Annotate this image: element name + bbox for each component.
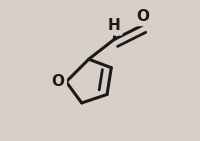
Text: O: O (136, 9, 149, 24)
Text: O: O (136, 9, 149, 24)
Text: O: O (52, 74, 65, 89)
Text: H: H (108, 18, 120, 33)
Text: O: O (52, 74, 65, 89)
Text: H: H (108, 18, 120, 33)
